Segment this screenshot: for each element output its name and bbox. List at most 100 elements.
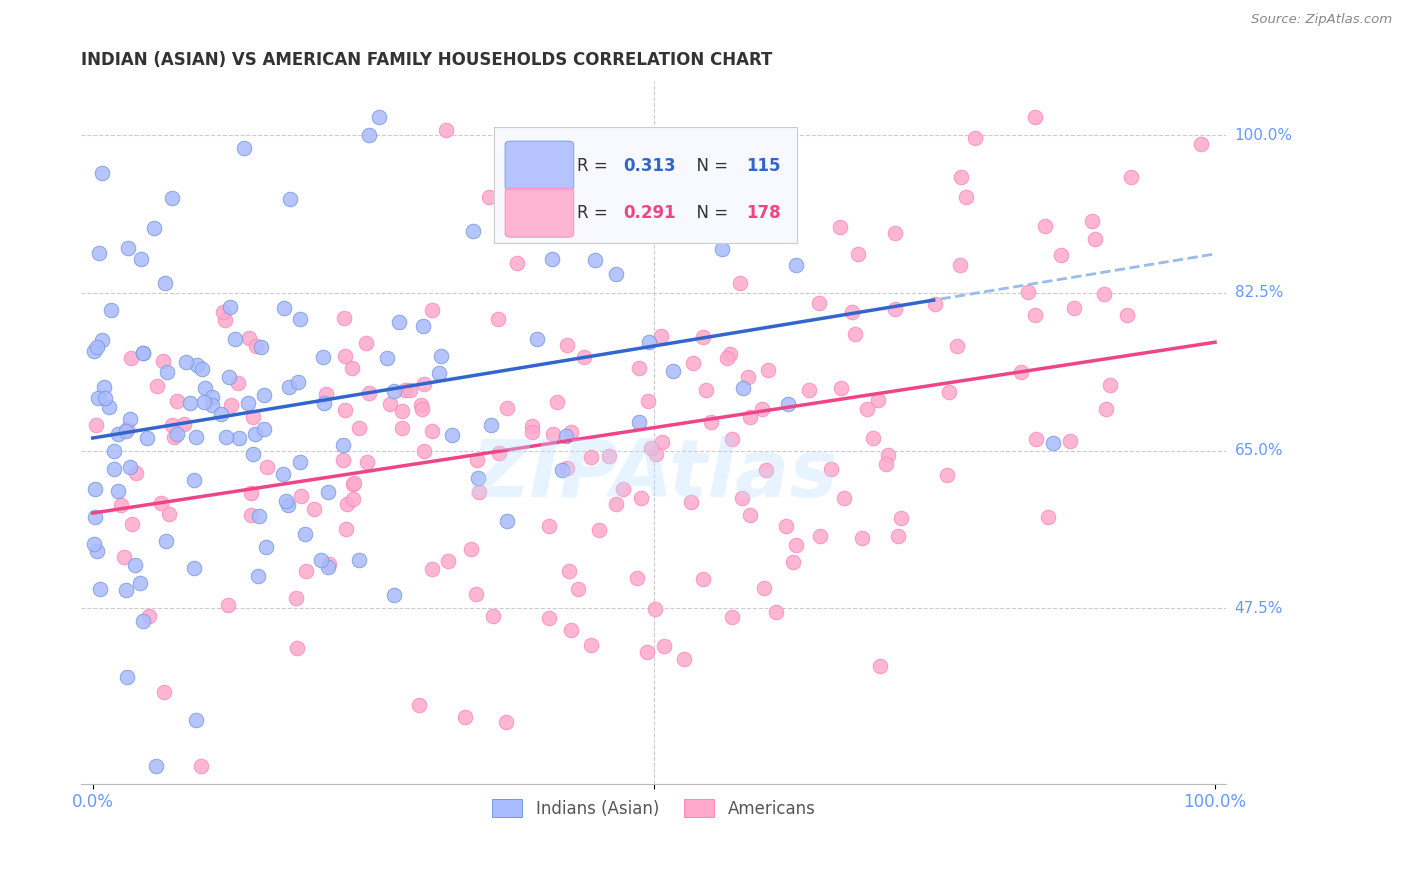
Point <box>869 659 891 673</box>
Point <box>312 350 335 364</box>
Point <box>219 300 242 314</box>
Point <box>162 191 184 205</box>
Point <box>782 555 804 569</box>
Point <box>478 190 501 204</box>
Point <box>558 564 581 578</box>
Point <box>378 396 401 410</box>
Point <box>1024 111 1046 125</box>
Point <box>751 401 773 416</box>
Point <box>253 387 276 401</box>
Point <box>184 713 207 727</box>
Point <box>555 338 578 352</box>
Point <box>93 379 115 393</box>
Text: 0.313: 0.313 <box>623 157 676 175</box>
Point <box>935 468 957 483</box>
Point <box>876 448 898 462</box>
Point <box>238 331 260 345</box>
Point <box>318 557 340 571</box>
Point <box>142 220 165 235</box>
Point <box>841 305 863 319</box>
Point <box>420 302 443 317</box>
Point <box>391 404 413 418</box>
Point <box>479 417 502 432</box>
Point <box>342 476 364 491</box>
Text: 0.291: 0.291 <box>623 203 676 222</box>
Point <box>682 356 704 370</box>
Point <box>129 252 152 266</box>
Point <box>1191 136 1213 151</box>
FancyBboxPatch shape <box>494 127 797 243</box>
Point <box>546 394 568 409</box>
Point <box>661 363 683 377</box>
Point <box>347 421 370 435</box>
Point <box>598 449 620 463</box>
Point <box>612 482 634 496</box>
Point <box>526 332 548 346</box>
Point <box>640 442 662 456</box>
Point <box>146 378 169 392</box>
Point <box>695 383 717 397</box>
Point <box>145 758 167 772</box>
Point <box>84 417 107 432</box>
Point <box>190 758 212 772</box>
Point <box>728 276 751 290</box>
Point <box>83 483 105 497</box>
Point <box>240 486 263 500</box>
Point <box>776 397 799 411</box>
Point <box>551 463 574 477</box>
Point <box>637 394 659 409</box>
Point <box>83 537 105 551</box>
Point <box>391 420 413 434</box>
Point <box>285 641 308 656</box>
Point <box>399 383 422 397</box>
Point <box>411 402 433 417</box>
Point <box>112 550 135 565</box>
Point <box>193 395 215 409</box>
Point <box>1036 509 1059 524</box>
Point <box>135 431 157 445</box>
Point <box>246 569 269 583</box>
Point <box>436 554 458 568</box>
Point <box>120 351 142 366</box>
Point <box>482 608 505 623</box>
Point <box>1098 378 1121 392</box>
Point <box>117 422 139 436</box>
Text: Source: ZipAtlas.com: Source: ZipAtlas.com <box>1251 13 1392 27</box>
Point <box>522 425 544 439</box>
Point <box>224 332 246 346</box>
Point <box>505 256 527 270</box>
Point <box>560 425 582 439</box>
Point <box>103 461 125 475</box>
Point <box>797 383 820 397</box>
Point <box>762 167 785 181</box>
Point <box>866 392 889 407</box>
Point <box>186 358 208 372</box>
Point <box>118 460 141 475</box>
Point <box>765 605 787 619</box>
Point <box>1059 434 1081 449</box>
Point <box>276 494 298 508</box>
Point <box>124 558 146 572</box>
Point <box>692 330 714 344</box>
Point <box>288 455 311 469</box>
Point <box>129 575 152 590</box>
Point <box>630 491 652 505</box>
Point <box>681 494 703 508</box>
Point <box>394 383 416 397</box>
Point <box>1081 214 1104 228</box>
Point <box>627 415 650 429</box>
Point <box>316 559 339 574</box>
Point <box>98 400 121 414</box>
Point <box>332 453 354 467</box>
Point <box>333 403 356 417</box>
Point <box>465 587 488 601</box>
Point <box>572 350 595 364</box>
Text: INDIAN (ASIAN) VS AMERICAN FAMILY HOUSEHOLDS CORRELATION CHART: INDIAN (ASIAN) VS AMERICAN FAMILY HOUSEH… <box>82 51 773 69</box>
Point <box>209 407 232 421</box>
Text: 100.0%: 100.0% <box>1234 128 1292 143</box>
Point <box>115 670 138 684</box>
Point <box>87 392 110 406</box>
Point <box>342 361 364 376</box>
Point <box>626 571 648 585</box>
Point <box>412 319 434 334</box>
